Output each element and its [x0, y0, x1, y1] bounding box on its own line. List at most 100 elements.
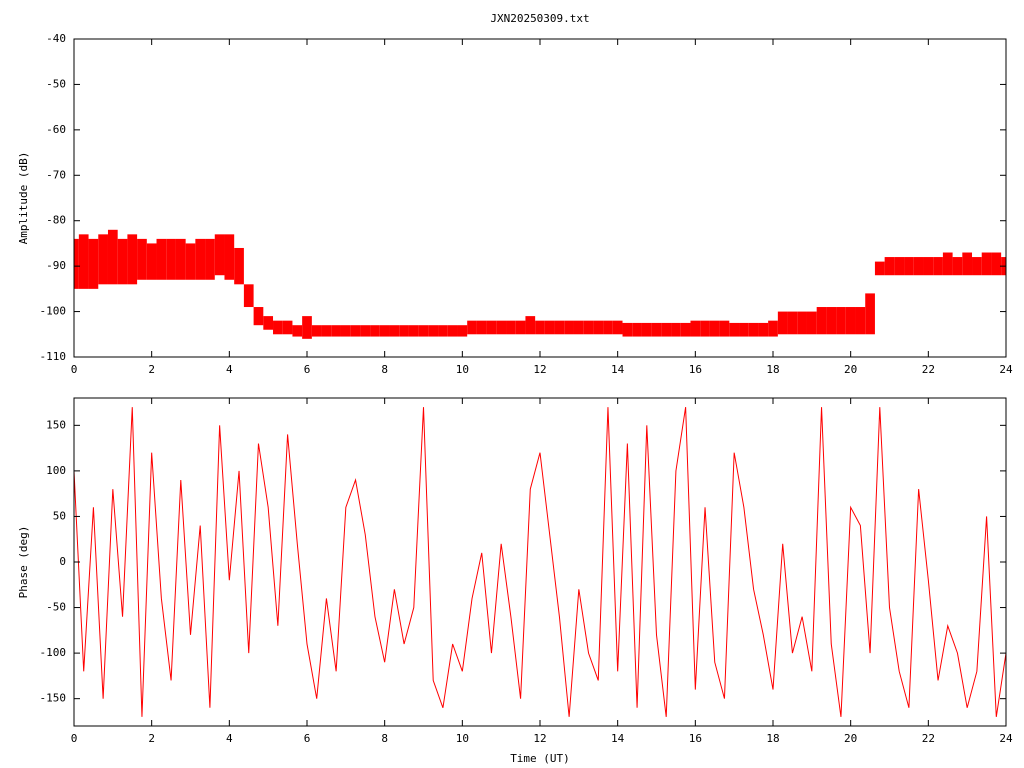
amplitude-band: [641, 322, 652, 337]
amplitude-band: [506, 320, 516, 335]
amplitude-band: [185, 243, 196, 280]
amplitude-band: [836, 307, 846, 335]
amplitude-band: [962, 252, 973, 276]
amplitude-band: [768, 320, 778, 337]
plot-area: [74, 407, 1006, 717]
y-axis-label: Amplitude (dB): [17, 152, 30, 245]
y-axis-label: Phase (deg): [17, 526, 30, 599]
amplitude-band: [457, 325, 468, 337]
amplitude-band: [797, 311, 807, 335]
amplitude-band: [234, 247, 244, 285]
amplitude-band: [709, 320, 720, 337]
amplitude-band: [758, 322, 769, 337]
x-tick-label: 24: [999, 363, 1013, 376]
amplitude-band: [622, 322, 633, 337]
amplitude-band: [719, 320, 730, 337]
amplitude-band: [107, 229, 118, 285]
x-tick-label: 20: [844, 363, 857, 376]
amplitude-band: [74, 238, 79, 289]
amplitude-band: [389, 325, 400, 337]
x-axis-label: Time (UT): [510, 752, 570, 765]
amplitude-band: [826, 307, 837, 335]
amplitude-band: [321, 325, 332, 337]
amplitude-band: [748, 322, 759, 337]
amplitude-band: [942, 252, 953, 276]
x-tick-label: 14: [611, 363, 625, 376]
amplitude-band: [273, 320, 283, 335]
amplitude-band: [88, 238, 99, 289]
amplitude-band: [651, 322, 662, 337]
amplitude-band: [952, 257, 963, 276]
y-tick-label: -90: [46, 259, 66, 272]
amplitude-band: [913, 257, 924, 276]
x-tick-label: 6: [304, 363, 311, 376]
amplitude-band: [787, 311, 798, 335]
amplitude-band: [98, 234, 108, 285]
amplitude-band: [331, 325, 341, 337]
amplitude-band: [360, 325, 371, 337]
y-tick-label: 150: [46, 418, 66, 431]
amplitude-band: [564, 320, 574, 335]
x-tick-label: 24: [999, 732, 1013, 745]
x-tick-label: 12: [533, 732, 546, 745]
amplitude-band: [894, 257, 905, 276]
amplitude-band: [583, 320, 594, 335]
amplitude-band: [486, 320, 497, 335]
amplitude-band: [739, 322, 749, 337]
x-tick-label: 0: [71, 732, 78, 745]
x-tick-label: 12: [533, 363, 546, 376]
amplitude-band: [612, 320, 623, 335]
y-tick-label: 50: [53, 509, 66, 522]
x-tick-label: 14: [611, 732, 625, 745]
amplitude-band: [282, 320, 293, 335]
x-tick-label: 18: [766, 363, 779, 376]
amplitude-band: [428, 325, 439, 337]
x-tick-label: 8: [381, 363, 388, 376]
amplitude-band: [884, 257, 895, 276]
amplitude-band: [137, 238, 147, 280]
amplitude-band: [671, 322, 681, 337]
amplitude-band: [447, 325, 458, 337]
amplitude-band: [845, 307, 856, 335]
y-tick-label: -110: [40, 350, 67, 363]
amplitude-band: [972, 257, 982, 276]
amplitude-band: [166, 238, 176, 280]
amplitude-band: [554, 320, 565, 335]
amplitude-band: [661, 322, 672, 337]
amplitude-band: [855, 307, 866, 335]
y-tick-label: -50: [46, 601, 66, 614]
x-tick-label: 6: [304, 732, 311, 745]
x-tick-label: 20: [844, 732, 857, 745]
amplitude-band: [874, 261, 885, 276]
plot-area: [74, 229, 1006, 339]
y-tick-label: -70: [46, 168, 66, 181]
amplitude-band: [340, 325, 351, 337]
x-tick-label: 16: [689, 732, 702, 745]
amplitude-band: [224, 234, 235, 280]
amplitude-band: [535, 320, 545, 335]
x-tick-label: 18: [766, 732, 779, 745]
amplitude-band: [350, 325, 361, 337]
amplitude-band: [904, 257, 914, 276]
y-tick-label: -40: [46, 32, 66, 45]
amplitude-band: [467, 320, 477, 335]
amplitude-band: [981, 252, 992, 276]
x-tick-label: 4: [226, 363, 233, 376]
amplitude-band: [156, 238, 167, 280]
y-tick-label: 100: [46, 464, 66, 477]
amplitude-band: [515, 320, 526, 335]
amplitude-band: [399, 325, 409, 337]
amplitude-band: [78, 234, 89, 289]
amplitude-band: [311, 325, 322, 337]
amplitude-band: [991, 252, 1002, 276]
amplitude-band: [127, 234, 138, 285]
x-tick-label: 10: [456, 732, 469, 745]
amplitude-band: [302, 316, 312, 339]
x-tick-label: 22: [922, 363, 935, 376]
y-tick-label: -100: [40, 305, 67, 318]
amplitude-band: [379, 325, 390, 337]
amplitude-band: [438, 325, 448, 337]
amplitude-band: [933, 257, 943, 276]
x-tick-label: 4: [226, 732, 233, 745]
